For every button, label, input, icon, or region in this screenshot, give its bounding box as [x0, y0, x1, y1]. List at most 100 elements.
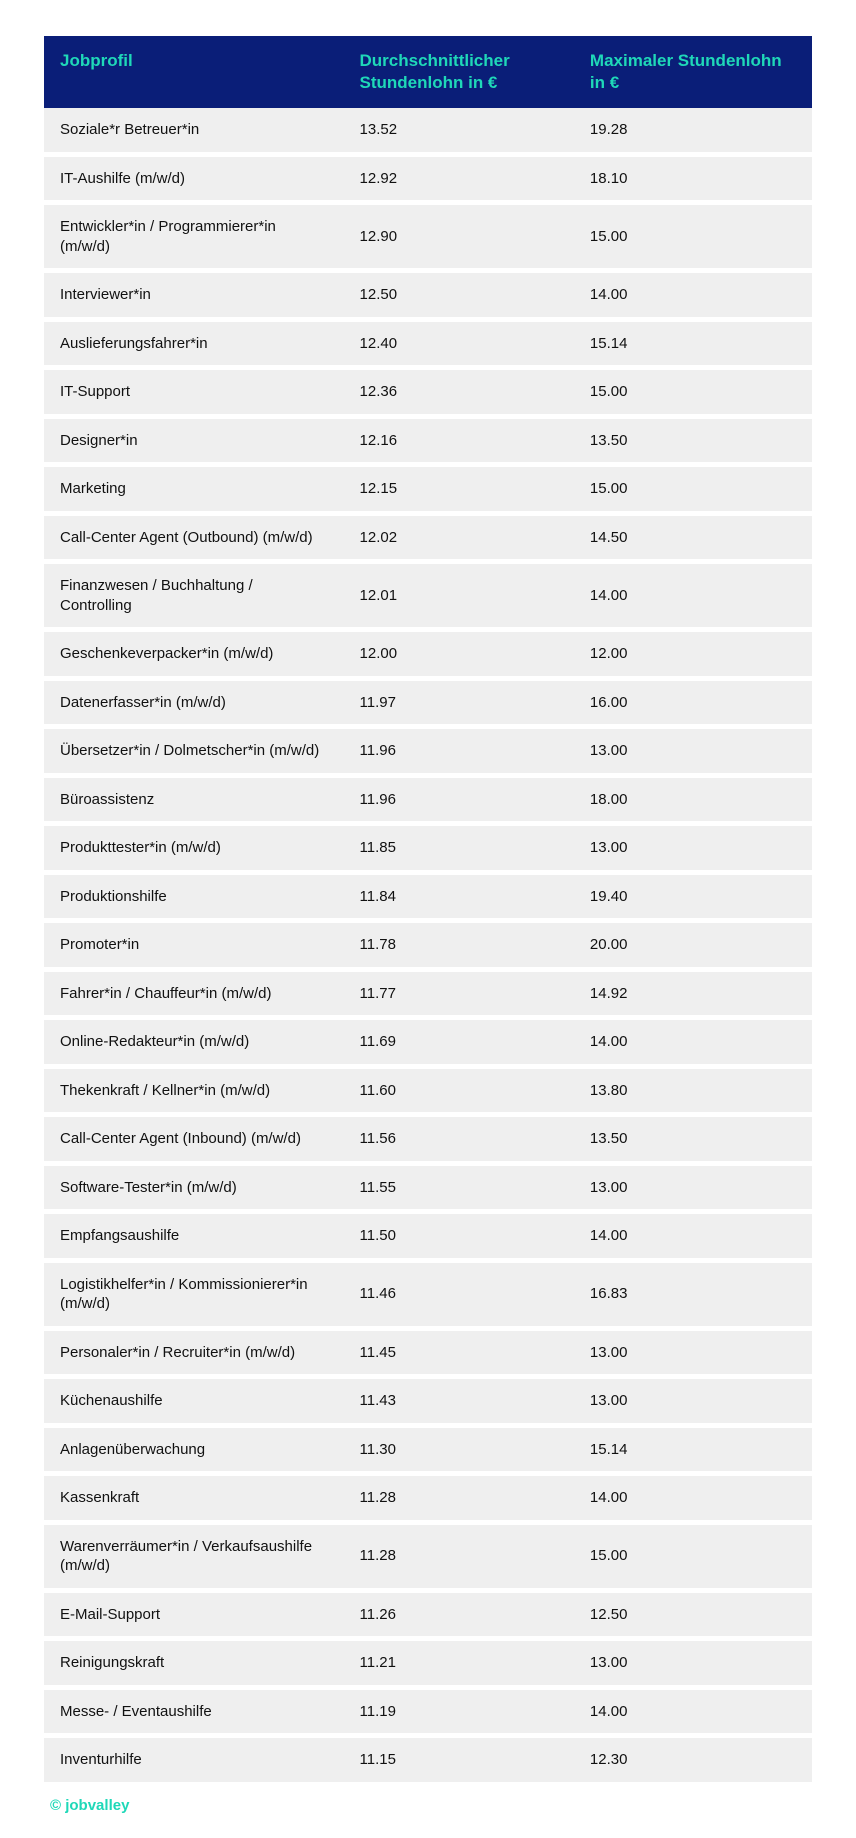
- cell-job: Produkttester*in (m/w/d): [44, 824, 344, 873]
- table-row: Datenerfasser*in (m/w/d)11.9716.00: [44, 678, 812, 727]
- cell-job: Auslieferungsfahrer*in: [44, 319, 344, 368]
- cell-avg: 12.00: [344, 630, 574, 679]
- table-row: Soziale*r Betreuer*in13.5219.28: [44, 108, 812, 154]
- cell-job: Küchenaushilfe: [44, 1377, 344, 1426]
- table-row: Inventurhilfe11.1512.30: [44, 1736, 812, 1785]
- cell-job: Designer*in: [44, 416, 344, 465]
- table-row: IT-Aushilfe (m/w/d)12.9218.10: [44, 154, 812, 203]
- cell-job: Büroassistenz: [44, 775, 344, 824]
- cell-avg: 11.30: [344, 1425, 574, 1474]
- cell-max: 14.00: [574, 562, 812, 630]
- table-row: Geschenkeverpacker*in (m/w/d)12.0012.00: [44, 630, 812, 679]
- cell-job: Inventurhilfe: [44, 1736, 344, 1785]
- cell-job: Finanzwesen / Buchhaltung / Controlling: [44, 562, 344, 630]
- col-header-avg: Durchschnittlicher Stundenlohn in €: [344, 36, 574, 108]
- cell-job: Logistikhelfer*in / Kommissionierer*in (…: [44, 1260, 344, 1328]
- cell-job: Übersetzer*in / Dolmetscher*in (m/w/d): [44, 727, 344, 776]
- cell-job: Produktionshilfe: [44, 872, 344, 921]
- cell-max: 13.00: [574, 727, 812, 776]
- table-row: Auslieferungsfahrer*in12.4015.14: [44, 319, 812, 368]
- cell-job: Reinigungskraft: [44, 1639, 344, 1688]
- table-row: Marketing12.1515.00: [44, 465, 812, 514]
- cell-avg: 11.19: [344, 1687, 574, 1736]
- cell-avg: 11.85: [344, 824, 574, 873]
- cell-job: Personaler*in / Recruiter*in (m/w/d): [44, 1328, 344, 1377]
- cell-avg: 12.92: [344, 154, 574, 203]
- cell-max: 14.92: [574, 969, 812, 1018]
- cell-max: 13.00: [574, 1377, 812, 1426]
- cell-max: 13.00: [574, 1163, 812, 1212]
- cell-max: 14.00: [574, 271, 812, 320]
- cell-avg: 11.97: [344, 678, 574, 727]
- cell-job: Thekenkraft / Kellner*in (m/w/d): [44, 1066, 344, 1115]
- cell-avg: 12.90: [344, 203, 574, 271]
- table-row: Finanzwesen / Buchhaltung / Controlling 1…: [44, 562, 812, 630]
- cell-avg: 11.55: [344, 1163, 574, 1212]
- cell-job: Software-Tester*in (m/w/d): [44, 1163, 344, 1212]
- cell-job: Geschenkeverpacker*in (m/w/d): [44, 630, 344, 679]
- cell-max: 18.00: [574, 775, 812, 824]
- cell-avg: 11.78: [344, 921, 574, 970]
- cell-max: 13.00: [574, 1328, 812, 1377]
- table-row: Personaler*in / Recruiter*in (m/w/d)11.4…: [44, 1328, 812, 1377]
- table-row: Empfangsaushilfe11.5014.00: [44, 1212, 812, 1261]
- cell-job: Anlagenüberwachung: [44, 1425, 344, 1474]
- cell-max: 18.10: [574, 154, 812, 203]
- table-row: IT-Support12.3615.00: [44, 368, 812, 417]
- cell-job: Call-Center Agent (Outbound) (m/w/d): [44, 513, 344, 562]
- cell-avg: 11.28: [344, 1474, 574, 1523]
- cell-job: E-Mail-Support: [44, 1590, 344, 1639]
- cell-max: 13.80: [574, 1066, 812, 1115]
- table-row: Entwickler*in / Programmierer*in (m/w/d)…: [44, 203, 812, 271]
- table-row: Übersetzer*in / Dolmetscher*in (m/w/d)11…: [44, 727, 812, 776]
- cell-avg: 11.15: [344, 1736, 574, 1785]
- cell-avg: 11.77: [344, 969, 574, 1018]
- table-row: Call-Center Agent (Inbound) (m/w/d)11.56…: [44, 1115, 812, 1164]
- cell-avg: 11.45: [344, 1328, 574, 1377]
- table-row: Fahrer*in / Chauffeur*in (m/w/d)11.7714.…: [44, 969, 812, 1018]
- cell-avg: 11.84: [344, 872, 574, 921]
- cell-max: 16.00: [574, 678, 812, 727]
- cell-avg: 11.28: [344, 1522, 574, 1590]
- cell-max: 19.28: [574, 108, 812, 154]
- cell-avg: 11.26: [344, 1590, 574, 1639]
- cell-max: 13.50: [574, 1115, 812, 1164]
- cell-max: 12.30: [574, 1736, 812, 1785]
- cell-avg: 12.15: [344, 465, 574, 514]
- cell-max: 15.14: [574, 319, 812, 368]
- col-header-max: Maximaler Stundenlohn in €: [574, 36, 812, 108]
- cell-max: 13.00: [574, 1639, 812, 1688]
- cell-job: Promoter*in: [44, 921, 344, 970]
- credit-text: © jobvalley: [44, 1797, 812, 1814]
- cell-avg: 11.43: [344, 1377, 574, 1426]
- table-row: Designer*in12.1613.50: [44, 416, 812, 465]
- cell-job: Soziale*r Betreuer*in: [44, 108, 344, 154]
- cell-max: 15.00: [574, 1522, 812, 1590]
- cell-max: 19.40: [574, 872, 812, 921]
- table-row: E-Mail-Support11.2612.50: [44, 1590, 812, 1639]
- col-header-job: Jobprofil: [44, 36, 344, 108]
- table-row: Promoter*in11.7820.00: [44, 921, 812, 970]
- table-row: Software-Tester*in (m/w/d)11.5513.00: [44, 1163, 812, 1212]
- cell-avg: 12.02: [344, 513, 574, 562]
- cell-max: 12.00: [574, 630, 812, 679]
- cell-job: Marketing: [44, 465, 344, 514]
- table-row: Büroassistenz11.9618.00: [44, 775, 812, 824]
- table-row: Messe- / Eventaushilfe11.1914.00: [44, 1687, 812, 1736]
- table-row: Logistikhelfer*in / Kommissionierer*in (…: [44, 1260, 812, 1328]
- table-row: Küchenaushilfe11.4313.00: [44, 1377, 812, 1426]
- cell-job: IT-Aushilfe (m/w/d): [44, 154, 344, 203]
- table-row: Produkttester*in (m/w/d)11.8513.00: [44, 824, 812, 873]
- cell-max: 14.00: [574, 1474, 812, 1523]
- cell-avg: 11.46: [344, 1260, 574, 1328]
- table-row: Interviewer*in12.5014.00: [44, 271, 812, 320]
- cell-job: Kassenkraft: [44, 1474, 344, 1523]
- cell-max: 14.00: [574, 1687, 812, 1736]
- table-body: Soziale*r Betreuer*in13.5219.28IT-Aushil…: [44, 108, 812, 1784]
- cell-avg: 11.96: [344, 727, 574, 776]
- table-row: Thekenkraft / Kellner*in (m/w/d)11.6013.…: [44, 1066, 812, 1115]
- cell-job: Datenerfasser*in (m/w/d): [44, 678, 344, 727]
- table-row: Online-Redakteur*in (m/w/d)11.6914.00: [44, 1018, 812, 1067]
- cell-max: 15.00: [574, 203, 812, 271]
- cell-avg: 11.60: [344, 1066, 574, 1115]
